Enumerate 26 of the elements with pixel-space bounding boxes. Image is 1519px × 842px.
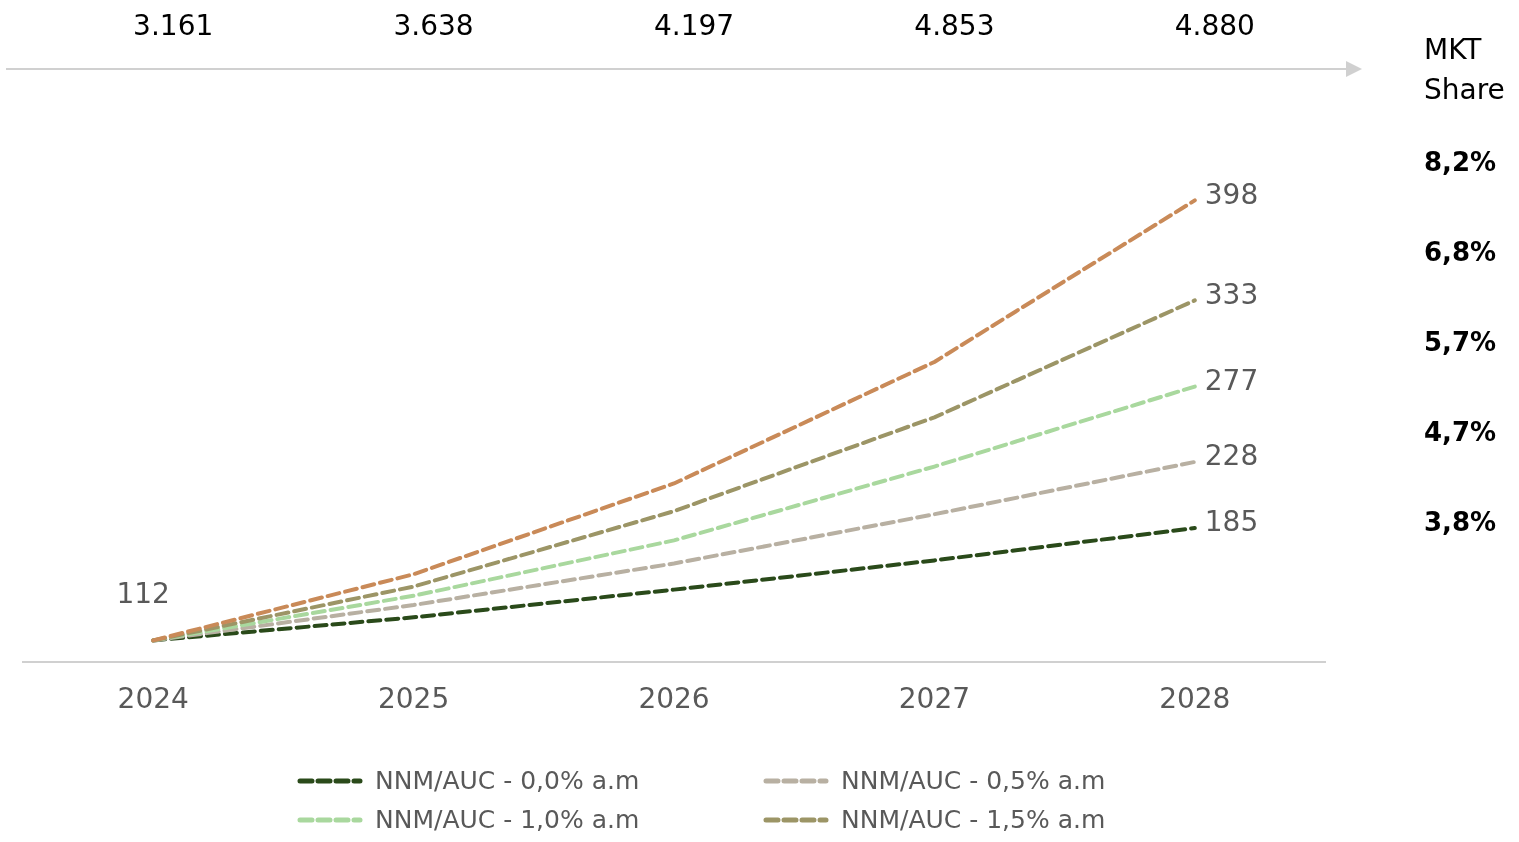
data-label: 277 [1204,363,1259,397]
text: 4.197 [653,9,735,43]
text: 4.853 [914,9,995,43]
x-tick-label: 2024 [117,682,189,716]
text: 3.638 [393,9,474,43]
data-label: 185 [1204,505,1259,539]
x-tick-label: 2027 [898,682,971,716]
legend-label: NNM/AUC - 1,5% a.m [841,805,1106,834]
text: 8,2% [1424,147,1497,177]
data-label: 228 [1204,439,1259,473]
x-tick-label: 2028 [1159,682,1231,716]
text: 5,7% [1424,327,1497,357]
x-tick-label: 2026 [638,682,710,716]
text: MKT Share [1424,32,1506,108]
text: 3.161 [133,9,214,43]
legend-label: NNM/AUC - 0,0% a.m [375,766,640,795]
text: 4,7% [1424,417,1497,447]
data-label: 398 [1204,177,1259,211]
text: 4.880 [1174,9,1255,43]
data-label: 112 [116,576,170,610]
data-label: 333 [1204,277,1259,311]
text: 3,8% [1424,507,1497,537]
text: 6,8% [1424,237,1497,267]
legend-label: NNM/AUC - 0,5% a.m [841,766,1106,795]
legend-label: NNM/AUC - 1,0% a.m [375,805,640,834]
x-tick-label: 2025 [377,682,450,716]
